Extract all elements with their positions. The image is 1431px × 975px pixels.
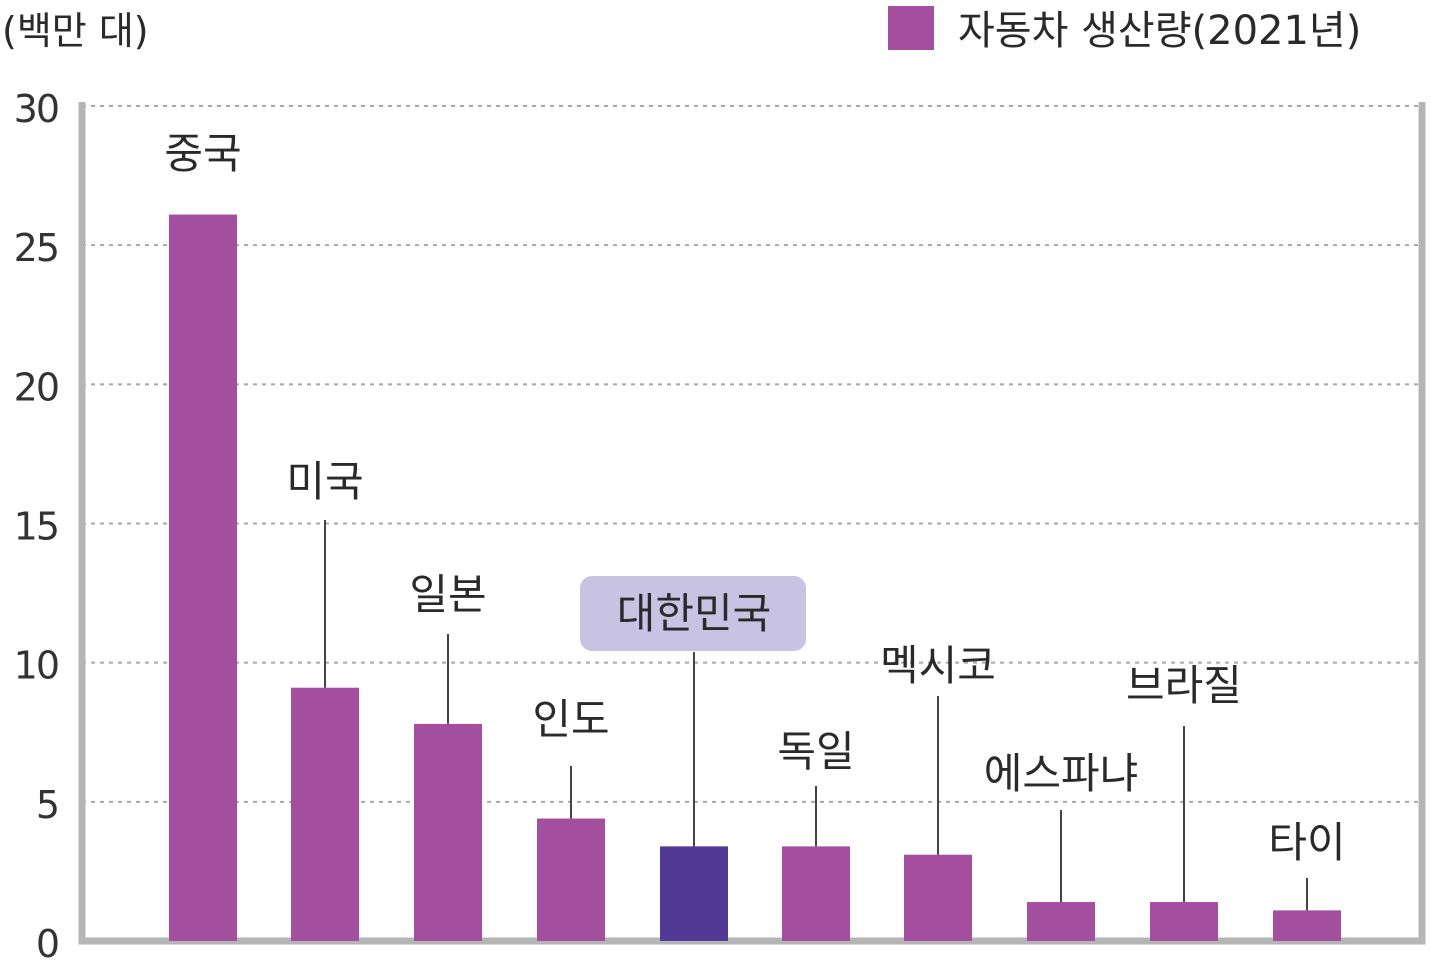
category-label: 일본 [409,570,486,619]
bar [291,687,359,941]
grid-lines [82,105,1422,803]
category-label: 멕시코 [880,641,996,690]
y-tick-label: 20 [14,365,58,409]
bar [782,846,850,941]
bar [660,846,728,941]
axis-frame [78,102,1426,945]
bars [169,214,1341,942]
category-label: 브라질 [1126,661,1242,710]
category-label: 독일 [777,727,854,776]
bar [904,854,972,941]
y-axis-ticks: 0 5 10 15 20 25 30 [14,87,60,966]
legend-swatch [888,6,934,50]
category-label: 중국 [164,129,241,178]
category-label: 에스파냐 [984,749,1139,798]
y-tick-label: 15 [14,505,58,549]
y-tick-label: 5 [36,783,58,827]
bar [537,818,605,941]
y-tick-label: 30 [14,87,58,131]
category-label: 타이 [1268,818,1345,867]
bar [414,723,482,941]
plot-frame [78,102,1426,945]
highlight-label-background [580,576,806,651]
category-label: 미국 [286,457,363,506]
y-axis-unit-label: (백만 대) [2,9,149,53]
bar [1273,910,1341,941]
bar [1027,902,1095,941]
category-label: 인도 [532,695,609,744]
y-tick-label: 25 [14,226,58,270]
bar [1150,902,1218,941]
bar [169,214,237,942]
y-tick-label: 0 [36,922,58,966]
legend: 자동차 생산량(2021년) [888,6,1361,54]
y-tick-label: 10 [14,644,58,688]
legend-label: 자동차 생산량(2021년) [958,8,1361,54]
category-label: 대한민국 [617,589,772,638]
